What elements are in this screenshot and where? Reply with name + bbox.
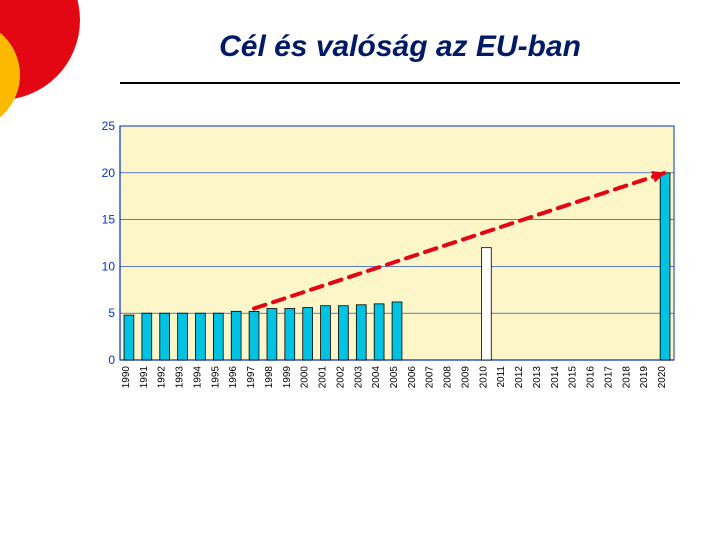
svg-text:15: 15 <box>102 213 116 227</box>
svg-text:2005: 2005 <box>389 366 400 389</box>
svg-text:1996: 1996 <box>228 366 239 389</box>
svg-text:2010: 2010 <box>478 366 489 389</box>
svg-text:1993: 1993 <box>175 366 186 389</box>
svg-text:2015: 2015 <box>568 366 579 389</box>
svg-text:1991: 1991 <box>139 366 150 389</box>
svg-text:1998: 1998 <box>264 366 275 389</box>
svg-text:20: 20 <box>102 166 116 180</box>
svg-text:10: 10 <box>102 259 116 273</box>
bar-chart: 0 5 10 15 20 25 1990 1991 1992 1993 1994 1995 1996 19… <box>90 120 680 410</box>
svg-text:1997: 1997 <box>246 366 257 389</box>
svg-text:1992: 1992 <box>157 366 168 389</box>
svg-text:2013: 2013 <box>532 366 543 389</box>
svg-text:2011: 2011 <box>496 366 507 388</box>
svg-text:2006: 2006 <box>407 366 418 389</box>
decorative-circles <box>0 0 100 120</box>
svg-text:2017: 2017 <box>603 366 614 389</box>
page-title: Cél és valóság az EU-ban <box>120 30 680 64</box>
svg-text:2007: 2007 <box>425 366 436 389</box>
svg-text:2003: 2003 <box>353 366 364 389</box>
svg-text:1994: 1994 <box>192 366 203 389</box>
svg-text:1995: 1995 <box>210 366 221 389</box>
svg-text:2012: 2012 <box>514 366 525 389</box>
svg-text:2016: 2016 <box>586 366 597 389</box>
chart-container: 0 5 10 15 20 25 1990 1991 1992 1993 1994 1995 1996 19… <box>90 120 680 410</box>
title-underline <box>120 82 680 84</box>
svg-text:2014: 2014 <box>550 366 561 389</box>
svg-text:2018: 2018 <box>621 366 632 389</box>
svg-text:2008: 2008 <box>443 366 454 389</box>
svg-text:2000: 2000 <box>300 366 311 389</box>
svg-text:2004: 2004 <box>371 366 382 389</box>
svg-text:0: 0 <box>108 353 115 367</box>
svg-text:1990: 1990 <box>121 366 132 389</box>
svg-text:2001: 2001 <box>318 366 329 389</box>
svg-text:2019: 2019 <box>639 366 650 389</box>
svg-text:2002: 2002 <box>335 366 346 389</box>
svg-text:5: 5 <box>108 306 115 320</box>
svg-text:2020: 2020 <box>657 366 668 389</box>
svg-text:1999: 1999 <box>282 366 293 389</box>
svg-text:2009: 2009 <box>460 366 471 389</box>
svg-text:25: 25 <box>102 120 116 133</box>
